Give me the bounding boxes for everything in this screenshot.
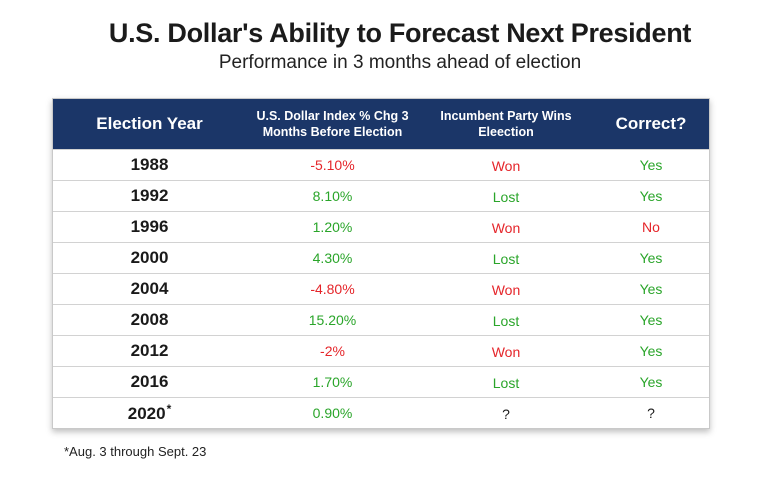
cell-correct: Yes (593, 272, 709, 304)
cell-incumbent-result: Lost (419, 179, 593, 211)
cell-dollar-change: 8.10% (246, 179, 419, 211)
table-row: 2008 15.20% Lost Yes (53, 303, 709, 335)
cell-correct: Yes (593, 303, 709, 335)
year-value: 1992 (130, 185, 169, 205)
cell-incumbent-result: Won (419, 210, 593, 242)
year-value: 2004 (130, 278, 169, 298)
table-row: 2000 4.30% Lost Yes (53, 241, 709, 273)
year-value: 1996 (130, 216, 169, 236)
table-row: 2012 -2% Won Yes (53, 334, 709, 366)
cell-correct: Yes (593, 148, 709, 180)
table-body: 1988 -5.10% Won Yes 1992 8.10% Lost Yes 1996 1.20… (53, 148, 709, 428)
cell-incumbent-result: Won (419, 272, 593, 304)
table-header-row: Election Year U.S. Dollar Index % Chg 3 … (53, 99, 709, 149)
cell-election-year: 2004 (53, 272, 246, 304)
table-row: 2016 1.70% Lost Yes (53, 365, 709, 397)
cell-election-year: 1988 (53, 148, 246, 180)
cell-dollar-change: -2% (246, 334, 419, 366)
table-row: 1996 1.20% Won No (53, 210, 709, 242)
header-dollar-change: U.S. Dollar Index % Chg 3 Months Before … (256, 108, 409, 139)
year-value: 2008 (130, 309, 169, 329)
cell-dollar-change: -4.80% (246, 272, 419, 304)
cell-election-year: 1996 (53, 210, 246, 242)
footnote: *Aug. 3 through Sept. 23 (64, 444, 207, 459)
chart-subtitle: Performance in 3 months ahead of electio… (218, 52, 582, 73)
cell-correct: Yes (593, 179, 709, 211)
cell-incumbent-result: Won (419, 148, 593, 180)
table-row: 1992 8.10% Lost Yes (53, 179, 709, 211)
header-correct: Correct? (615, 113, 687, 133)
cell-election-year: 2016 (53, 365, 246, 397)
cell-incumbent-result: Lost (419, 303, 593, 335)
header-incumbent-wins: Incumbent Party Wins Eleection (440, 108, 572, 139)
cell-dollar-change: 15.20% (246, 303, 419, 335)
year-value: 2016 (130, 371, 169, 391)
cell-incumbent-result: ? (419, 396, 593, 428)
cell-incumbent-result: Lost (419, 365, 593, 397)
cell-correct: Yes (593, 334, 709, 366)
cell-correct: Yes (593, 241, 709, 273)
cell-correct: Yes (593, 365, 709, 397)
cell-election-year: 1992 (53, 179, 246, 211)
cell-dollar-change: 1.70% (246, 365, 419, 397)
cell-incumbent-result: Lost (419, 241, 593, 273)
table-row: 2020* 0.90%?? (53, 396, 709, 428)
footnote-marker: * (166, 401, 172, 416)
year-value: 2012 (130, 340, 169, 360)
cell-dollar-change: 0.90% (246, 396, 419, 428)
table-row: 1988 -5.10% Won Yes (53, 148, 709, 180)
year-value: 1988 (130, 154, 169, 174)
cell-dollar-change: 1.20% (246, 210, 419, 242)
cell-election-year: 2008 (53, 303, 246, 335)
cell-dollar-change: 4.30% (246, 241, 419, 273)
cell-election-year: 2020* (53, 396, 246, 428)
cell-correct: ? (593, 396, 709, 428)
chart-title: U.S. Dollar's Ability to Forecast Next P… (108, 18, 692, 48)
year-value: 2000 (130, 247, 169, 267)
table-row: 2004 -4.80% Won Yes (53, 272, 709, 304)
cell-incumbent-result: Won (419, 334, 593, 366)
cell-election-year: 2000 (53, 241, 246, 273)
year-value: 2020 (127, 403, 166, 423)
cell-dollar-change: -5.10% (246, 148, 419, 180)
data-table: Election Year U.S. Dollar Index % Chg 3 … (52, 98, 710, 429)
cell-correct: No (593, 210, 709, 242)
cell-election-year: 2012 (53, 334, 246, 366)
header-election-year: Election Year (96, 113, 203, 133)
